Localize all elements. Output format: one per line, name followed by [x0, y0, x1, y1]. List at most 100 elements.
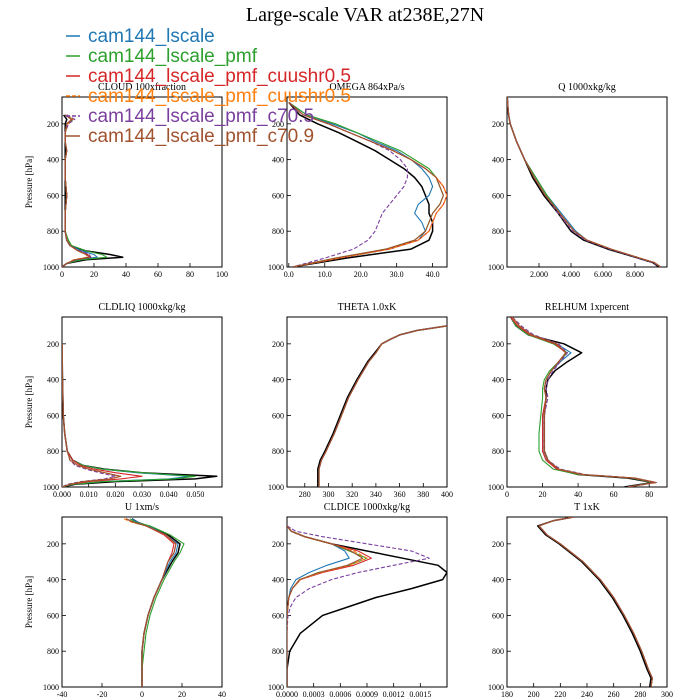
series-line-4: [125, 518, 177, 687]
panel-title: CLOUD 100xfraction: [98, 82, 186, 93]
panel-6: U 1xm/s -40 -20 0 20 40 200 400 600 800 1000 Pressu…: [24, 502, 226, 699]
y-tick-label: 200: [47, 340, 59, 349]
y-axis-label: Pressure [hPa]: [24, 576, 34, 628]
x-tick-label: 260: [608, 690, 620, 699]
y-tick-label: 600: [47, 191, 59, 200]
y-tick-label: 400: [47, 576, 59, 585]
series-line-0: [318, 325, 447, 487]
x-tick-label: 360: [394, 490, 406, 499]
series-line-1: [507, 97, 661, 267]
x-tick-label: 380: [417, 490, 429, 499]
series-line-3: [507, 97, 661, 267]
y-tick-label: 800: [492, 447, 504, 456]
series-control-line: [317, 325, 447, 487]
series-group: [62, 114, 124, 267]
legend-item: cam144_lscale: [66, 26, 215, 47]
series-line-5: [287, 525, 364, 687]
series-control-line: [509, 317, 654, 487]
x-tick-label: 0.0006: [329, 690, 351, 699]
legend-item: cam144_lscale_pmf_cuushr0.5: [66, 66, 351, 87]
y-tick-label: 1000: [268, 683, 284, 692]
y-tick-label: 600: [492, 191, 504, 200]
series-line-5: [538, 517, 653, 687]
panel-title: U 1xm/s: [125, 502, 159, 513]
y-tick-label: 200: [492, 120, 504, 129]
series-line-5: [125, 518, 177, 687]
y-tick-label: 800: [272, 227, 284, 236]
x-tick-label: 0: [140, 690, 144, 699]
panel-3: CLDLIQ 1000xkg/kg 0.000 0.010 0.020 0.030 0.0…: [24, 302, 223, 499]
series-line-1: [510, 317, 654, 487]
x-tick-label: 240: [581, 690, 593, 699]
y-tick-label: 400: [47, 156, 59, 165]
series-line-1: [129, 518, 185, 687]
panel-title: CLDICE 1000xkg/kg: [324, 502, 410, 513]
legend: cam144_lscalecam144_lscale_pmfcam144_lsc…: [66, 26, 351, 147]
y-tick-label: 800: [272, 447, 284, 456]
series-line-3: [318, 325, 447, 487]
y-tick-label: 1000: [488, 263, 504, 272]
x-tick-label: 0: [505, 490, 509, 499]
series-group: [317, 325, 447, 487]
x-tick-label: 40: [122, 270, 130, 279]
panel-frame: [61, 316, 223, 488]
series-line-3: [123, 518, 177, 687]
x-tick-label: 4.000: [562, 270, 580, 279]
y-tick-label: 200: [272, 120, 284, 129]
x-tick-label: 180: [501, 690, 513, 699]
y-axis-label: Pressure [hPa]: [24, 156, 34, 208]
y-tick-label: 400: [272, 376, 284, 385]
x-tick-label: 6.000: [594, 270, 612, 279]
y-tick-label: 1000: [43, 683, 59, 692]
x-tick-label: 280: [634, 690, 646, 699]
series-line-4: [287, 525, 430, 687]
legend-label: cam144_lscale_pmf_cuushr0.5: [88, 86, 351, 107]
series-line-0: [507, 97, 661, 267]
x-tick-label: 20: [90, 270, 98, 279]
y-tick-label: 800: [492, 227, 504, 236]
x-tick-label: 80: [645, 490, 653, 499]
series-line-2: [510, 317, 656, 487]
y-tick-label: 600: [47, 411, 59, 420]
y-tick-label: 1000: [268, 483, 284, 492]
y-tick-label: 200: [492, 540, 504, 549]
panel-frame: [286, 516, 448, 688]
series-group: [123, 518, 185, 687]
series-control-line: [287, 525, 447, 687]
legend-label: cam144_lscale_pmf_c70.9: [88, 126, 314, 147]
panel-4: THETA 1.0xK 280 300 320 340 360 380 400 200 400 60…: [268, 302, 453, 499]
y-tick-label: 400: [272, 156, 284, 165]
x-tick-label: 300: [322, 490, 334, 499]
y-tick-label: 800: [47, 227, 59, 236]
x-tick-label: 0.030: [133, 490, 151, 499]
series-line-0: [131, 518, 179, 687]
x-tick-label: 60: [610, 490, 618, 499]
panel-frame: [286, 316, 448, 488]
x-tick-label: 30.0: [390, 270, 404, 279]
series-line-5: [62, 114, 90, 267]
panel-frame: [506, 96, 668, 268]
x-tick-label: 0.0009: [356, 690, 378, 699]
y-tick-label: 400: [492, 376, 504, 385]
legend-label: cam144_lscale: [88, 26, 215, 47]
x-tick-label: 0: [60, 270, 64, 279]
x-tick-label: 20.0: [354, 270, 368, 279]
y-tick-label: 1000: [488, 683, 504, 692]
x-tick-label: 0.010: [80, 490, 98, 499]
y-tick-label: 800: [272, 647, 284, 656]
x-tick-label: -40: [57, 690, 68, 699]
x-tick-label: 0.000: [53, 490, 71, 499]
series-line-4: [62, 343, 116, 487]
x-tick-label: 40: [218, 690, 226, 699]
series-line-2: [507, 97, 661, 267]
x-tick-label: 8.000: [626, 270, 644, 279]
x-tick-label: 0.0003: [303, 690, 325, 699]
x-tick-label: 80: [186, 270, 194, 279]
panel-1: OMEGA 864xPa/s 0.0 10.0 20.0 30.0 40.0 200 400 6…: [268, 82, 448, 279]
panel-title: OMEGA 864xPa/s: [329, 82, 404, 93]
x-tick-label: -20: [97, 690, 108, 699]
y-tick-label: 800: [47, 447, 59, 456]
series-line-2: [125, 518, 175, 687]
x-tick-label: 200: [528, 690, 540, 699]
